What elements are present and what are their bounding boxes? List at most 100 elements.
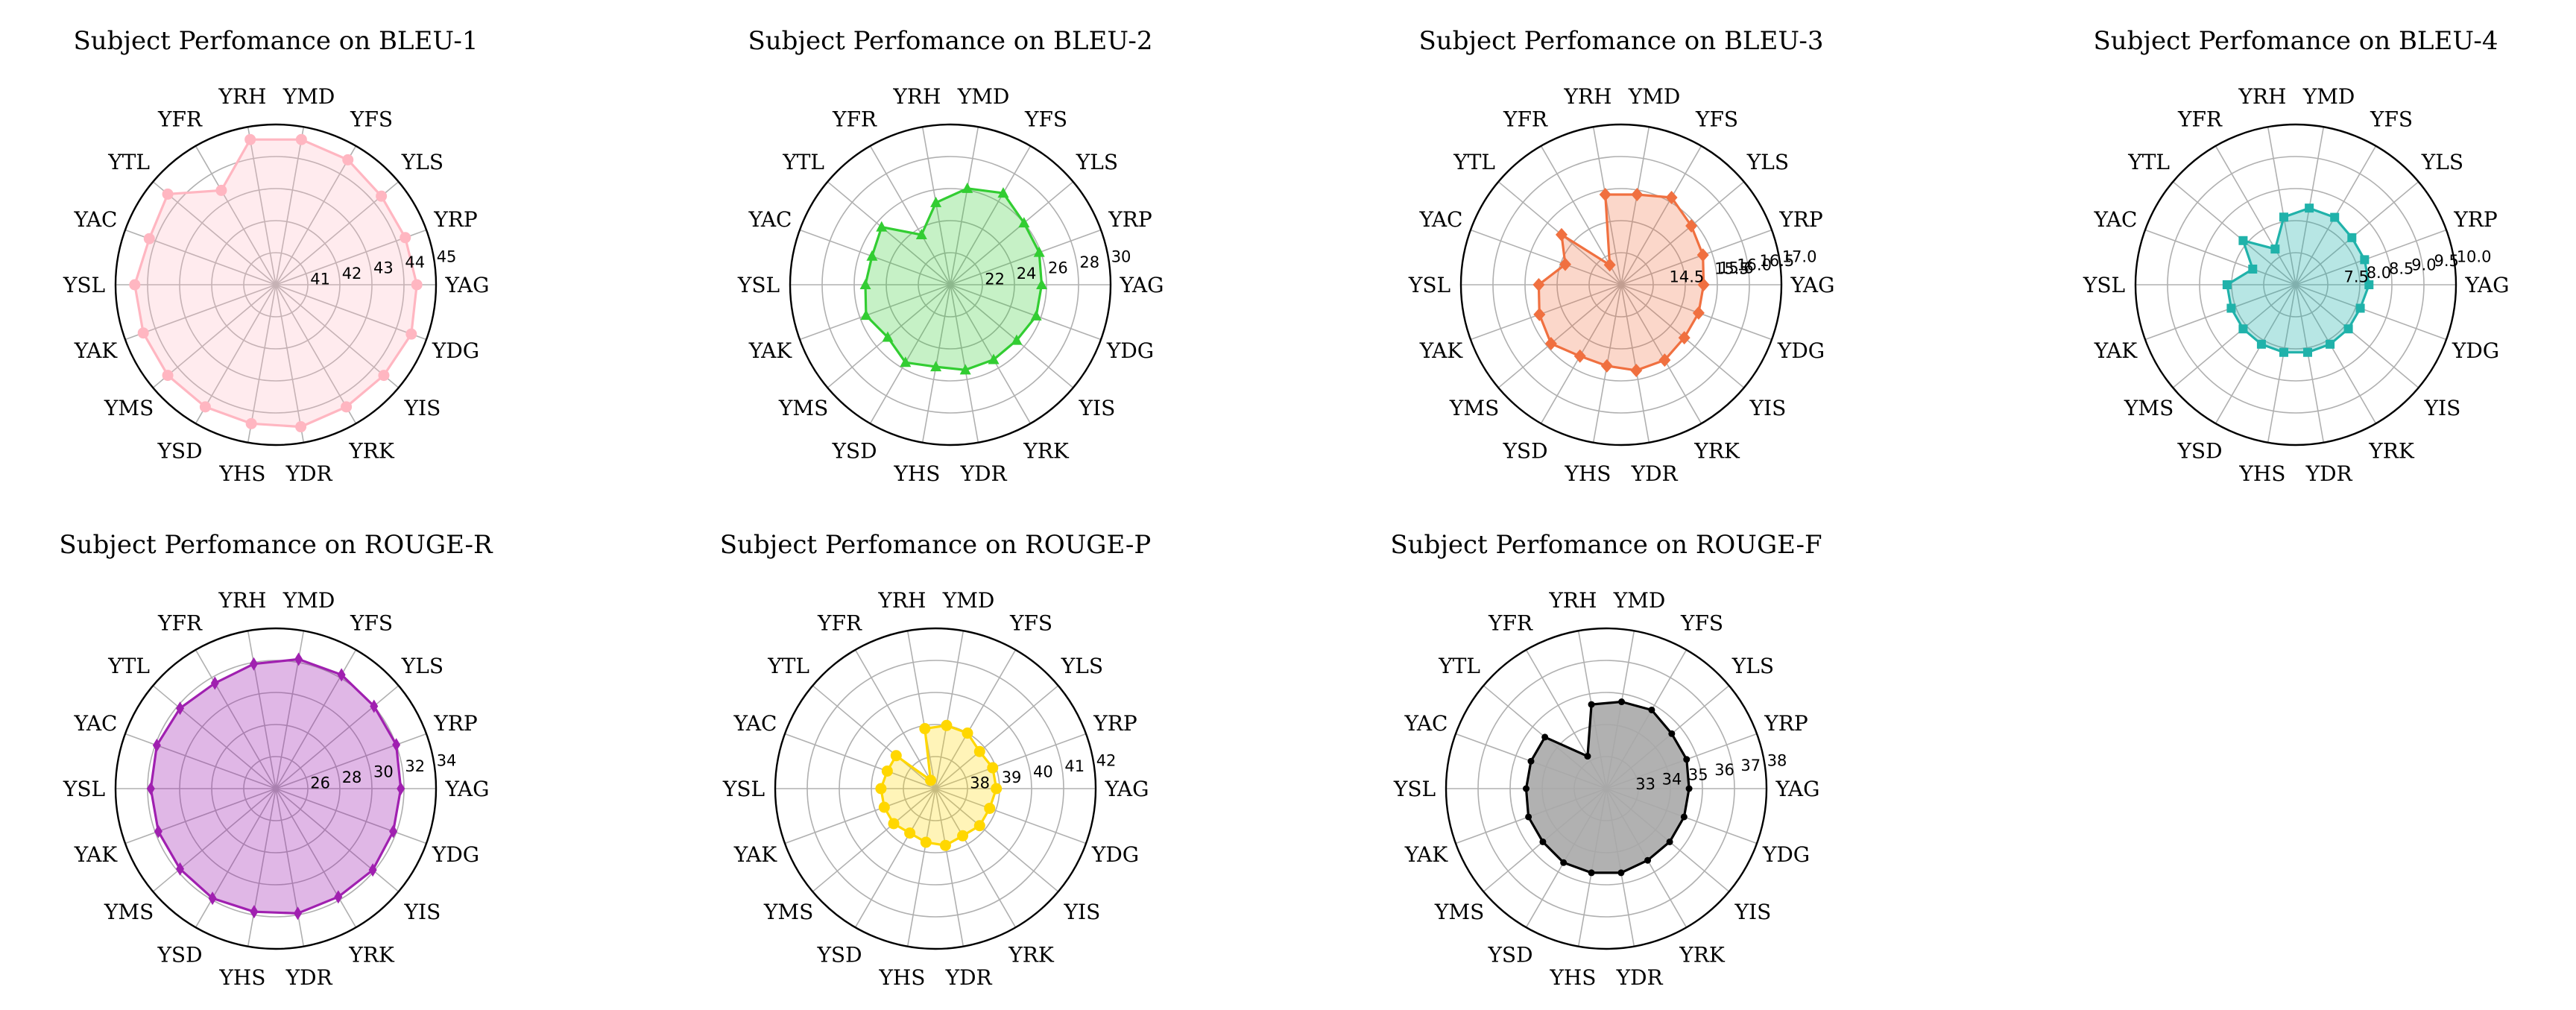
- data-point-ymd: [962, 182, 973, 193]
- category-label-ymd: YMD: [282, 84, 335, 109]
- grid-spoke: [275, 685, 400, 789]
- category-label-yrp: YRP: [2453, 207, 2497, 232]
- data-point-yrk: [341, 401, 353, 413]
- category-label-yfr: YFR: [2177, 107, 2223, 131]
- radial-tick-label: 45: [437, 248, 457, 266]
- data-point-yrk: [957, 830, 969, 842]
- grid-spoke: [247, 788, 277, 947]
- category-label-yac: YAC: [2094, 207, 2138, 232]
- category-label-yak: YAK: [74, 338, 119, 363]
- data-point-yhs: [920, 836, 932, 848]
- data-point-yhs: [2279, 347, 2288, 357]
- category-label-yac: YAC: [1404, 711, 1448, 736]
- radial-tick-label: 8.5: [2389, 260, 2414, 278]
- data-point-ysl: [2222, 280, 2232, 289]
- radial-tick-label: 24: [1017, 265, 1037, 283]
- data-point-yak: [137, 327, 149, 339]
- data-point-yls: [2347, 233, 2357, 242]
- data-point-yfr: [1584, 753, 1591, 760]
- data-point-ydr: [2303, 347, 2313, 357]
- category-label-yfr: YFR: [832, 107, 877, 131]
- category-label-yls: YLS: [1061, 654, 1103, 678]
- category-label-yis: YIS: [1749, 396, 1787, 420]
- category-label-yrk: YRK: [1679, 943, 1726, 968]
- radial-tick-label: 16.5: [1760, 252, 1795, 270]
- category-label-ytl: YTL: [1453, 150, 1495, 174]
- category-label-yfs: YFS: [1024, 107, 1067, 131]
- series-area: [2226, 208, 2370, 353]
- data-point-yhs: [245, 417, 257, 429]
- radar-chart-subject-perfomance-on-rouge-p: 38 39 40 41 42 YAG YRP YLS YFS YMD YRH YFR YTL YAC YSL…: [720, 530, 1152, 990]
- data-point-yfr: [2270, 244, 2280, 254]
- category-label-yfs: YFS: [350, 107, 393, 131]
- data-point-yfr: [1603, 258, 1616, 272]
- grid-spoke: [1620, 284, 1650, 443]
- grid-spoke: [275, 284, 427, 341]
- grid-spoke: [950, 284, 979, 443]
- outer-ring: [1445, 627, 1768, 950]
- category-label-yrh: YRH: [218, 588, 266, 613]
- data-point-ysl: [875, 783, 887, 795]
- data-point-yac: [2248, 264, 2258, 274]
- chart-title: Subject Perfomance on ROUGE-R: [59, 530, 493, 560]
- category-label-ydr: YDR: [1631, 461, 1679, 486]
- category-label-ydr: YDR: [945, 965, 993, 990]
- category-label-ytl: YTL: [107, 150, 150, 174]
- category-label-yrp: YRP: [433, 711, 477, 736]
- radial-tick-label: 42: [1096, 752, 1117, 770]
- radial-tick-label: 30: [373, 763, 394, 781]
- data-point-ysd: [1573, 349, 1586, 363]
- outer-ring: [114, 123, 438, 446]
- grid-spoke: [935, 788, 965, 947]
- category-label-ysd: YSD: [157, 943, 202, 968]
- grid-spoke: [152, 685, 277, 789]
- category-label-yac: YAC: [733, 711, 777, 736]
- category-label-yrp: YRP: [1093, 711, 1137, 736]
- data-point-yrh: [244, 133, 256, 145]
- data-point-yhs: [1600, 359, 1613, 373]
- data-point-yfs: [962, 727, 973, 739]
- radial-tick-label: 9.5: [2434, 252, 2459, 270]
- data-point-yls: [370, 699, 379, 713]
- category-label-yms: YMS: [1449, 396, 1499, 420]
- chart-title: Subject Perfomance on BLEU-1: [73, 26, 478, 56]
- category-label-yrk: YRK: [1008, 943, 1055, 968]
- data-point-ydr: [293, 906, 302, 921]
- category-label-yhs: YHS: [893, 461, 940, 486]
- grid-spoke: [247, 284, 277, 443]
- grid-spoke: [1592, 127, 1622, 285]
- data-point-yfs: [997, 187, 1009, 198]
- category-label-ydg: YDG: [432, 338, 479, 363]
- data-point-ysd: [199, 401, 211, 413]
- data-point-yrp: [1683, 756, 1690, 763]
- category-label-ysd: YSD: [1502, 439, 1547, 464]
- radial-tick-label: 16.0: [1737, 256, 1772, 274]
- radar-chart-subject-perfomance-on-bleu-4: 7.58.08.59.09.510.0 YAG YRP YLS YFS YMD YRH YFR…: [2083, 26, 2510, 486]
- data-point-yfr: [215, 184, 227, 196]
- grid-spoke: [2295, 181, 2419, 285]
- category-label-yfr: YFR: [157, 610, 203, 635]
- grid-spoke: [195, 649, 277, 789]
- grid-spoke: [2144, 229, 2296, 285]
- category-label-yrp: YRP: [1108, 207, 1152, 232]
- grid-spoke: [2295, 284, 2377, 424]
- category-label-ysl: YSL: [63, 273, 105, 297]
- grid-spoke: [906, 631, 936, 789]
- data-point-yms: [1539, 838, 1547, 845]
- category-label-yag: YAG: [1775, 777, 1820, 801]
- data-point-ysd: [1560, 859, 1568, 866]
- grid-spoke: [152, 181, 277, 285]
- grid-spoke: [152, 284, 277, 388]
- category-label-yfs: YFS: [350, 610, 393, 635]
- category-label-ymd: YMD: [282, 588, 335, 613]
- grid-spoke: [124, 733, 277, 789]
- category-label-yfr: YFR: [1488, 610, 1533, 635]
- category-label-yhs: YHS: [2238, 461, 2285, 486]
- category-label-ydr: YDR: [285, 965, 333, 990]
- series-area: [151, 659, 401, 914]
- data-point-ysd: [904, 827, 916, 839]
- grid-spoke: [275, 284, 305, 443]
- outer-ring: [789, 123, 1112, 446]
- data-point-yac: [143, 233, 155, 244]
